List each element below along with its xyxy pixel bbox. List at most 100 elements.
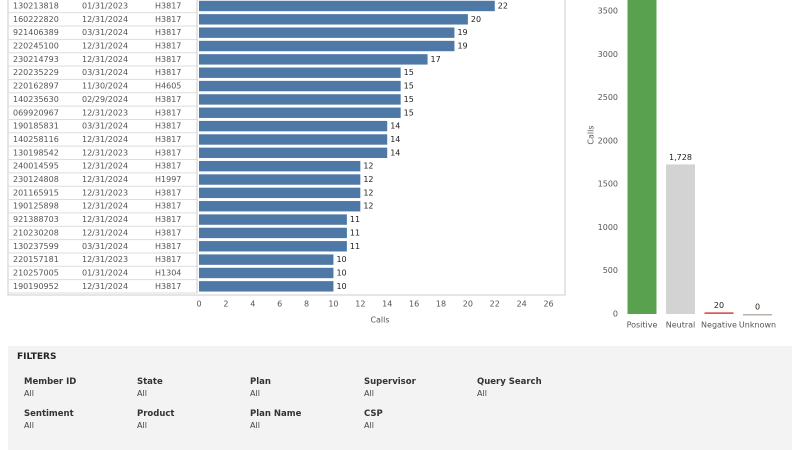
plan: H3817 [155,122,181,131]
y-tick-label: 2500 [598,93,618,102]
value-label: 11 [350,242,360,251]
bar [199,281,334,292]
plan: H3817 [155,108,181,117]
filter[interactable]: Member ID All [24,377,134,398]
x-tick-label: 20 [463,300,473,309]
plan: H3817 [155,95,181,104]
y-tick-label: 1500 [598,180,618,189]
bar [199,120,388,132]
plan: H4605 [155,82,181,91]
x-tick-label: 26 [543,300,553,309]
member-id: 220245100 [13,42,59,51]
date: 01/31/2023 [82,1,128,10]
date: 03/31/2024 [82,122,128,131]
value-label: 19 [457,28,467,37]
plan: H3817 [155,42,181,51]
value-label: 11 [350,228,360,237]
filter[interactable]: Query Search All [477,377,587,398]
filter[interactable]: Product All [137,409,247,430]
filter-value: All [364,421,374,430]
member-id: 190125898 [13,202,59,211]
plan: H3817 [155,162,181,171]
x-tick-label: 10 [328,300,338,309]
y-tick-label: 3000 [598,50,618,59]
member-id: 130198542 [13,148,59,157]
filter-label: Plan Name [250,409,302,419]
bar [199,227,347,239]
filter-value: All [477,389,487,398]
filter[interactable]: Plan All [250,377,360,398]
value-label: 15 [404,108,414,117]
plan: H3817 [155,15,181,24]
bar [199,201,361,212]
bar [743,314,772,316]
plan: H3817 [155,242,181,251]
bar [199,14,468,25]
filter-label: Plan [250,377,271,387]
value-label: 0 [755,303,760,312]
plan: H3817 [155,282,181,291]
value-label: 12 [363,175,373,184]
date: 12/31/2024 [82,228,128,237]
filter-value: All [364,389,374,398]
value-label: 12 [363,202,373,211]
date: 12/31/2024 [82,42,128,51]
y-tick-label: 1000 [598,223,618,232]
filter-label: State [137,377,163,387]
filter[interactable]: State All [137,377,247,398]
filter[interactable]: CSP All [364,409,474,430]
member-id: 210257005 [13,268,59,277]
y-tick-label: 2000 [598,136,618,145]
date: 11/30/2024 [82,82,128,91]
date: 02/29/2024 [82,95,128,104]
bar [199,267,334,279]
filters-title: FILTERS [17,352,57,362]
x-tick-label: 12 [355,300,365,309]
x-tick-label: 4 [250,300,255,309]
x-tick-label: 14 [382,300,392,309]
filter[interactable]: Plan Name All [250,409,360,430]
bar [199,80,401,92]
date: 12/31/2023 [82,108,128,117]
y-tick-label: 0 [613,310,618,319]
bar [199,27,455,38]
member-id: 240014595 [13,162,59,171]
date: 12/31/2024 [82,55,128,64]
filter-label: Member ID [24,377,77,387]
bar [199,0,495,12]
bar [199,241,347,252]
value-label: 1,728 [669,153,692,162]
value-label: 17 [431,55,441,64]
date: 12/31/2023 [82,148,128,157]
plan: H3817 [155,55,181,64]
bar [199,187,361,199]
date: 12/31/2024 [82,282,128,291]
value-label: 15 [404,68,414,77]
filter-value: All [250,389,260,398]
x-tick-label: 0 [196,300,201,309]
x-tick-label: Unknown [739,321,776,330]
x-axis-label: Calls [370,316,389,325]
member-id: 160222820 [13,15,59,24]
value-label: 14 [390,135,400,144]
value-label: 10 [336,255,346,264]
date: 03/31/2024 [82,242,128,251]
date: 12/31/2024 [82,202,128,211]
filter[interactable]: Sentiment All [24,409,134,430]
x-tick-label: 8 [304,300,309,309]
plan: H1997 [155,175,181,184]
bar [704,312,734,314]
bar [199,147,388,159]
bar [627,0,657,315]
value-label: 19 [457,42,467,51]
filters-panel: FILTERS Member ID All State All Plan All Super… [8,346,792,450]
filter-label: Sentiment [24,409,74,419]
filter[interactable]: Supervisor All [364,377,474,398]
bar [666,164,695,314]
value-label: 14 [390,148,400,157]
bar [199,254,334,265]
bar [199,174,361,185]
date: 03/31/2024 [82,68,128,77]
value-label: 12 [363,188,373,197]
